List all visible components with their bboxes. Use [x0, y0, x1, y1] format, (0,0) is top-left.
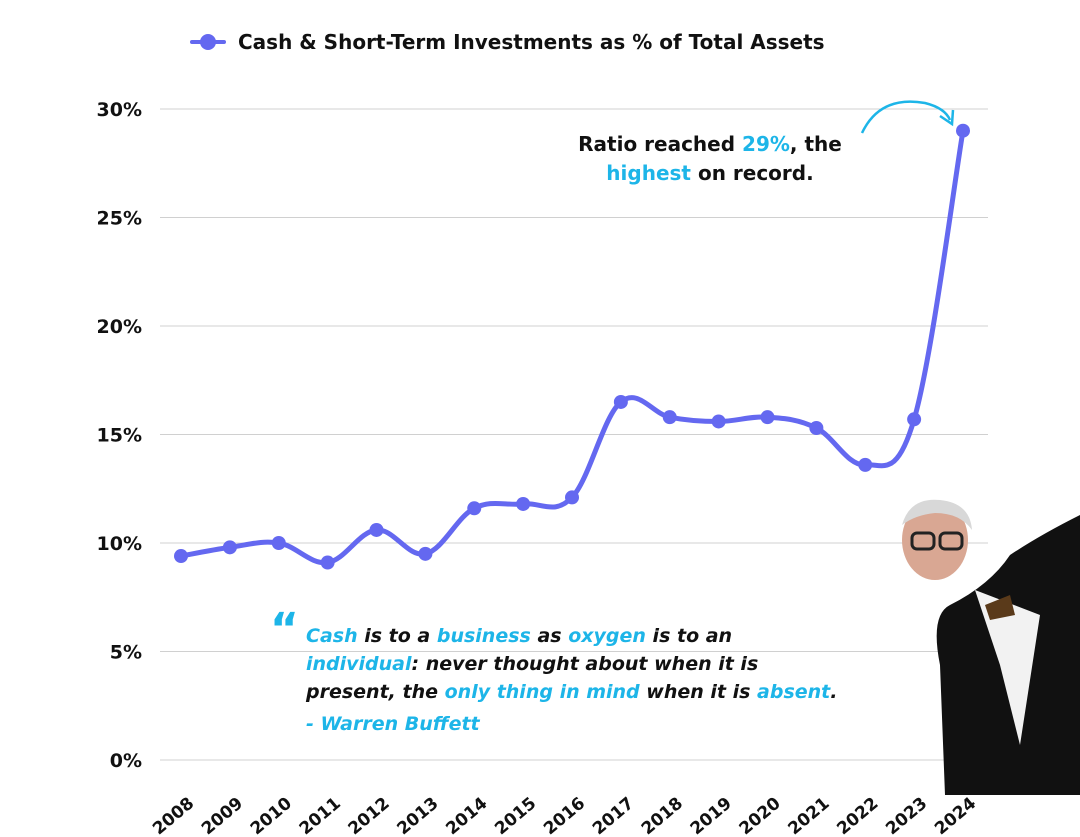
x-tick-label: 2014: [442, 793, 491, 837]
data-point: [613, 394, 628, 409]
data-point: [467, 501, 482, 516]
x-tick-label: 2022: [833, 794, 882, 837]
buffett-quote: “ Cash is to a business as oxygen is to …: [270, 608, 837, 738]
annotation-highlight: 29%: [742, 132, 790, 156]
x-tick-label: 2010: [247, 793, 296, 837]
y-tick-label: 25%: [97, 208, 142, 230]
x-tick-label: 2024: [931, 793, 980, 837]
y-tick-label: 0%: [110, 750, 142, 772]
quote-text: is to an: [645, 625, 733, 647]
data-point: [516, 496, 531, 511]
x-tick-label: 2015: [491, 794, 540, 837]
x-tick-label: 2012: [345, 794, 394, 837]
quote-text: is to a: [357, 625, 437, 647]
annotation-text: Ratio reached: [578, 132, 743, 156]
data-point: [907, 412, 922, 427]
y-tick-label: 10%: [97, 533, 142, 555]
x-tick-label: 2021: [784, 794, 833, 837]
x-tick-label: 2013: [393, 794, 442, 837]
quote-text: present, the: [306, 681, 445, 703]
data-point: [369, 522, 384, 537]
data-point: [858, 457, 873, 472]
x-tick-label: 2023: [882, 794, 931, 837]
x-tick-label: 2009: [198, 794, 247, 837]
quote-author: - Warren Buffett: [306, 713, 480, 735]
quote-highlight: absent: [757, 681, 831, 703]
x-tick-label: 2019: [687, 794, 736, 837]
annotation-arrow: [860, 100, 952, 134]
peak-annotation: Ratio reached 29%, the highest on record…: [560, 130, 860, 188]
y-tick-label: 20%: [97, 316, 142, 338]
data-point: [662, 410, 677, 425]
y-tick-label: 5%: [110, 642, 142, 664]
annotation-text: on record.: [690, 161, 814, 185]
legend-swatch: [190, 32, 226, 52]
data-point: [418, 546, 433, 561]
quote-highlight: Cash: [306, 625, 358, 647]
data-point: [271, 536, 286, 550]
x-tick-label: 2017: [589, 794, 638, 837]
data-point: [320, 555, 335, 570]
data-point: [222, 540, 237, 555]
data-point: [956, 123, 970, 138]
annotation-text: , the: [789, 132, 842, 156]
quote-highlight: oxygen: [568, 625, 646, 647]
data-point: [760, 410, 775, 425]
legend: Cash & Short-Term Investments as % of To…: [190, 30, 825, 54]
quote-text: as: [530, 625, 569, 647]
quote-body: Cash is to a business as oxygen is to an…: [306, 622, 837, 706]
data-point: [809, 420, 824, 435]
x-tick-label: 2016: [540, 794, 589, 837]
y-tick-label: 30%: [97, 99, 142, 121]
legend-label: Cash & Short-Term Investments as % of To…: [238, 30, 825, 54]
quote-highlight: individual: [306, 653, 412, 675]
warren-buffett-photo: [902, 499, 1080, 795]
quote-text: : never thought about when it is: [411, 653, 759, 675]
quote-highlight: only thing in mind: [444, 681, 640, 703]
x-tick-label: 2011: [296, 794, 345, 837]
annotation-highlight: highest: [606, 161, 691, 185]
x-tick-label: 2018: [638, 794, 687, 837]
quote-highlight: business: [436, 625, 531, 647]
arrowhead-icon: [939, 109, 955, 127]
y-tick-label: 15%: [97, 425, 142, 447]
x-tick-label: 2008: [149, 794, 198, 837]
data-point: [711, 414, 726, 429]
data-point: [565, 490, 579, 505]
quote-mark-icon: “: [270, 604, 299, 655]
quote-text: .: [830, 681, 838, 703]
data-point: [174, 549, 188, 564]
quote-text: when it is: [639, 681, 758, 703]
x-tick-label: 2020: [736, 793, 785, 837]
